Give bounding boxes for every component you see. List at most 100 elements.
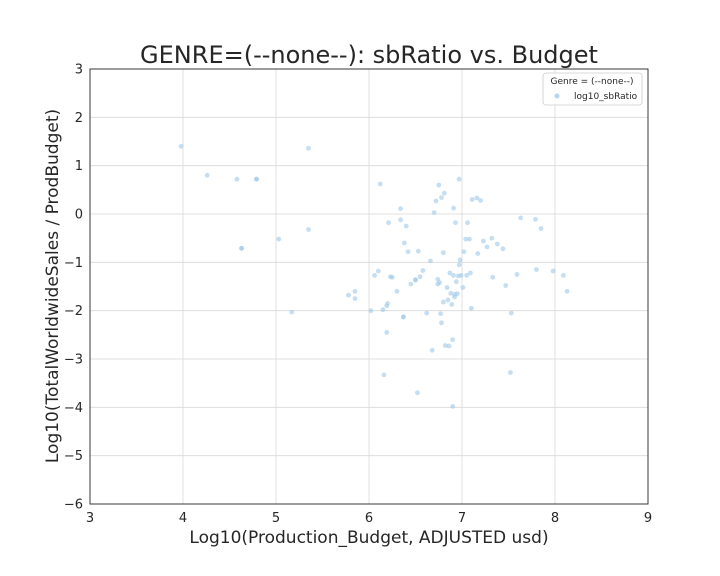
data-point <box>375 268 381 274</box>
data-point <box>458 273 464 278</box>
y-axis-label: Log10(TotalWorldwideSales / ProdBudget) <box>43 109 63 463</box>
data-point <box>489 235 495 241</box>
data-point <box>446 343 452 349</box>
data-point <box>433 198 439 204</box>
data-point <box>478 198 483 203</box>
data-point <box>438 311 443 316</box>
x-tick-label: 5 <box>272 511 280 526</box>
data-point <box>561 273 566 278</box>
data-point <box>384 330 390 335</box>
data-point <box>289 309 295 315</box>
data-point <box>437 280 443 285</box>
data-point <box>448 290 454 296</box>
data-point <box>494 241 500 247</box>
data-point <box>420 268 426 273</box>
data-point <box>463 236 469 242</box>
data-point <box>276 236 282 242</box>
data-point <box>204 172 210 178</box>
data-point <box>465 220 470 226</box>
data-point <box>439 320 444 326</box>
y-tick-label: 3 <box>75 63 83 78</box>
data-point <box>429 347 435 353</box>
data-point <box>447 270 453 276</box>
data-point <box>386 220 391 226</box>
data-point <box>394 288 400 294</box>
data-point <box>380 307 386 313</box>
data-point <box>445 297 451 303</box>
x-tick-label: 9 <box>644 511 652 526</box>
data-point <box>401 240 407 246</box>
data-point <box>372 273 377 278</box>
data-point <box>500 246 506 252</box>
data-points <box>178 143 570 409</box>
data-point <box>508 370 513 375</box>
data-point <box>405 249 411 255</box>
data-point <box>389 274 395 280</box>
data-point <box>474 195 480 201</box>
data-point <box>550 268 556 274</box>
data-point <box>377 181 383 187</box>
legend-box <box>542 72 643 106</box>
data-point <box>454 279 459 285</box>
y-tick-label: 1 <box>75 159 83 174</box>
y-tick-label: −4 <box>64 401 83 416</box>
data-point <box>468 270 473 276</box>
y-tick-label: −2 <box>64 304 83 319</box>
x-tick-label: 7 <box>458 511 466 526</box>
data-point <box>441 250 446 256</box>
data-point <box>408 281 414 287</box>
y-tick-label: −6 <box>64 498 83 513</box>
data-point <box>381 372 387 378</box>
data-point <box>254 176 259 182</box>
data-point <box>456 176 462 182</box>
plot-frame <box>89 68 649 505</box>
data-point <box>455 291 460 297</box>
data-point <box>346 292 351 298</box>
data-point <box>368 308 374 314</box>
data-point <box>481 238 486 244</box>
data-point <box>424 310 430 316</box>
data-point <box>385 301 390 306</box>
data-point <box>444 285 450 290</box>
legend-marker <box>554 93 560 99</box>
y-tick-label: −5 <box>64 449 83 464</box>
chart-title: GENRE=(--none--): sbRatio vs. Budget <box>140 41 598 69</box>
data-point <box>503 283 509 288</box>
data-point <box>467 236 472 242</box>
data-point <box>464 273 469 278</box>
x-tick-labels: 3 4 5 6 7 8 9 <box>86 511 652 526</box>
data-point <box>451 273 456 278</box>
y-tick-label: 2 <box>75 111 83 126</box>
data-point <box>413 277 418 283</box>
data-point <box>417 274 423 280</box>
data-point <box>415 248 421 254</box>
data-point <box>457 257 463 263</box>
data-point <box>450 404 456 409</box>
data-point <box>239 245 245 251</box>
data-point <box>451 205 456 211</box>
data-point <box>428 258 433 264</box>
data-point <box>398 206 403 212</box>
data-point <box>538 226 544 231</box>
data-point <box>436 182 442 188</box>
legend-title: Genre = (--none--) <box>551 77 634 87</box>
data-point <box>533 216 538 222</box>
legend: Genre = (--none--) log10_sbRatio <box>542 72 643 106</box>
data-point <box>415 390 420 396</box>
data-point <box>484 244 490 250</box>
data-point <box>450 337 456 343</box>
data-point <box>442 343 448 348</box>
data-point <box>475 251 481 256</box>
y-tick-labels: 3 2 1 0 −1 −2 −3 −4 −5 −6 <box>64 63 83 513</box>
x-tick-label: 6 <box>365 511 373 526</box>
y-tick-label: 0 <box>75 208 83 223</box>
x-tick-label: 4 <box>179 511 187 526</box>
y-tick-label: −1 <box>64 256 83 271</box>
data-point <box>453 220 458 226</box>
data-point <box>508 310 514 316</box>
data-point <box>441 190 447 196</box>
data-point <box>306 227 311 232</box>
data-point <box>403 223 409 229</box>
data-point <box>534 267 539 272</box>
